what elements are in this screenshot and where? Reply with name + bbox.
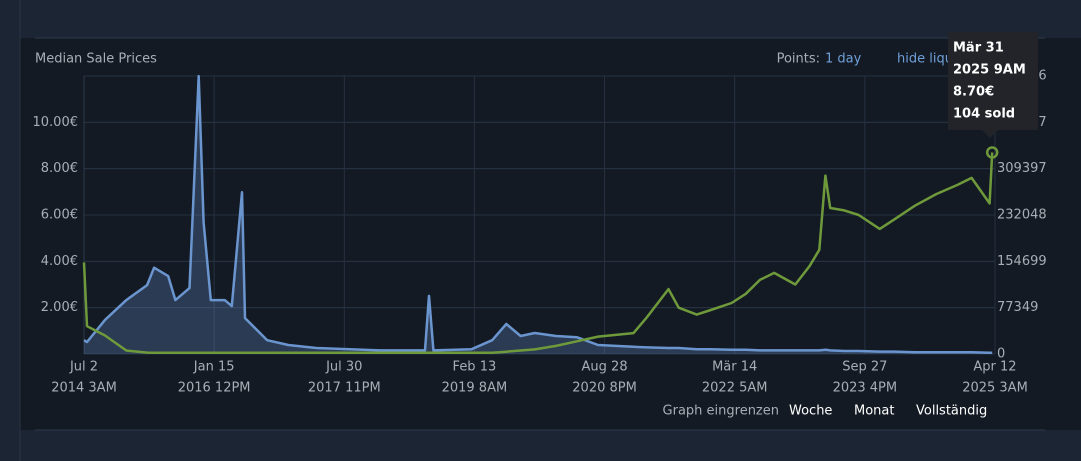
hover-point [985,146,999,159]
x-tick-label: 2025 3AM [962,381,1028,396]
tooltip: Mär 31 2025 9AM 8.70€ 104 sold [948,32,1038,138]
points-label: Points: [777,52,820,67]
range-option[interactable]: Woche [789,404,832,419]
y-tick-label: 6.00€ [41,208,78,223]
x-tick-label: Aug 28 [582,360,628,375]
y-tick-label: 4.00€ [41,254,78,269]
x-tick-label: 2016 12PM [178,381,251,396]
x-tick-label: Sep 27 [842,360,887,375]
tooltip-text: Mär 31 [953,41,1004,56]
panel [20,38,1081,430]
x-tick-label: 2017 11PM [308,381,381,396]
chart-title: Median Sale Prices [35,52,157,67]
tooltip-text: 8.70€ [953,85,994,100]
range-option[interactable]: Vollständig [916,404,987,419]
x-tick-label: 2022 5AM [702,381,768,396]
x-tick-label: 2014 3AM [51,381,117,396]
x-tick-label: Jul 30 [325,360,362,375]
points-value[interactable]: 1 day [825,52,862,67]
x-tick-label: Apr 12 [973,360,1016,375]
x-tick-label: Feb 13 [453,360,497,375]
tooltip-text: 2025 9AM [953,63,1026,78]
x-tick-label: Mär 14 [712,360,757,375]
tooltip-pointer [982,130,998,138]
y2-tick-label: 309397 [997,161,1047,176]
y-tick-label: 2.00€ [41,300,78,315]
y2-tick-label: 154699 [997,254,1047,269]
y2-tick-label: 232048 [997,208,1047,223]
x-tick-label: Jul 2 [69,360,98,375]
tooltip-box [948,32,1038,130]
y2-tick-label: 0 [997,347,1005,362]
series-line [83,74,993,355]
range-label: Graph eingrenzen [663,404,779,419]
tooltip-text: 104 sold [953,107,1015,122]
x-tick-label: Jan 15 [193,360,235,375]
x-tick-label: 2019 8AM [442,381,508,396]
series-line [82,152,994,355]
x-tick-label: 2023 4PM [833,381,898,396]
plot: 2.00€ 4.00€ 6.00€ 8.00€ 10.00€ 0 77349 154699 23… [33,69,1047,396]
y-tick-label: 10.00€ [33,115,79,130]
area-fill [84,76,993,354]
x-tick-label: 2020 8PM [572,381,637,396]
range-option[interactable]: Monat [854,404,894,419]
y2-tick-label: 77349 [997,300,1038,315]
y-tick-label: 8.00€ [41,161,78,176]
